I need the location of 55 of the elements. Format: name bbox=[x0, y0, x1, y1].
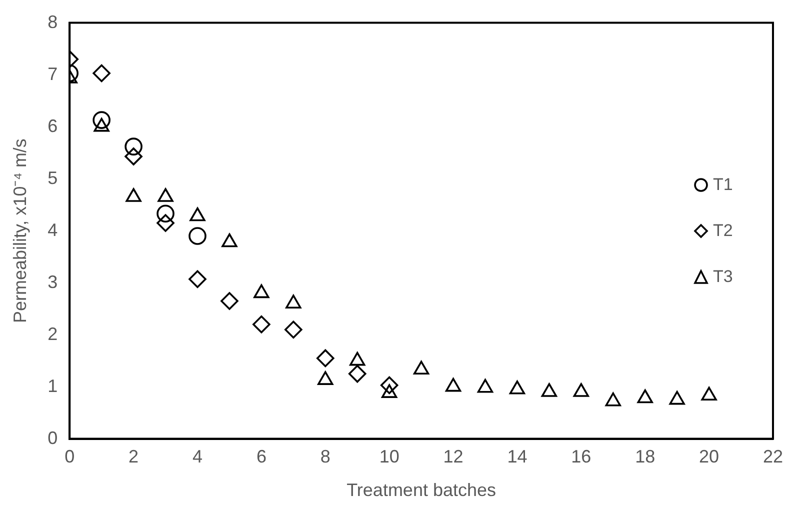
point bbox=[605, 392, 621, 406]
y-tick-label: 5 bbox=[48, 168, 58, 188]
x-tick-label: 4 bbox=[192, 446, 203, 467]
point bbox=[382, 384, 398, 398]
y-axis-title: Permeability, x10⁻⁴ m/s bbox=[10, 138, 30, 324]
x-tick-label: 20 bbox=[699, 446, 720, 467]
x-tick-label: 8 bbox=[320, 446, 330, 467]
point bbox=[573, 383, 589, 397]
x-tick-label: 12 bbox=[443, 446, 464, 467]
point bbox=[701, 386, 717, 401]
point bbox=[413, 360, 430, 375]
x-tick-label: 10 bbox=[379, 446, 400, 467]
point bbox=[188, 270, 206, 288]
point bbox=[92, 111, 110, 129]
point bbox=[286, 294, 302, 308]
legend-label: T2 bbox=[712, 220, 733, 241]
x-tick-label: 2 bbox=[128, 446, 139, 467]
point bbox=[222, 233, 238, 248]
x-tick-label: 0 bbox=[64, 446, 75, 467]
legend-label: T3 bbox=[712, 266, 733, 287]
legend-label: T1 bbox=[712, 174, 733, 195]
point bbox=[445, 378, 462, 392]
point bbox=[188, 227, 206, 245]
point bbox=[92, 64, 110, 82]
point bbox=[637, 389, 653, 404]
x-tick-label: 14 bbox=[507, 446, 528, 467]
point bbox=[541, 383, 558, 397]
y-tick-label: 8 bbox=[48, 12, 58, 32]
point bbox=[477, 378, 494, 393]
point bbox=[158, 188, 174, 202]
point bbox=[284, 320, 302, 338]
y-tick-label: 3 bbox=[48, 272, 58, 292]
x-tick-label: 22 bbox=[762, 446, 784, 467]
point bbox=[190, 207, 206, 222]
point bbox=[156, 214, 174, 232]
point bbox=[254, 284, 270, 298]
point bbox=[318, 371, 334, 385]
x-tick-label: 6 bbox=[256, 446, 266, 467]
y-tick-label: 6 bbox=[48, 116, 58, 136]
y-tick-label: 0 bbox=[48, 428, 58, 448]
point bbox=[220, 292, 238, 310]
point bbox=[124, 138, 142, 156]
x-axis-title: Treatment batches bbox=[346, 480, 496, 500]
point bbox=[126, 188, 142, 202]
y-tick-label: 7 bbox=[48, 64, 58, 84]
y-tick-label: 2 bbox=[48, 324, 58, 344]
point bbox=[509, 380, 526, 394]
point bbox=[350, 352, 366, 366]
point bbox=[124, 148, 142, 166]
x-tick-label: 18 bbox=[635, 446, 656, 467]
x-tick-label: 16 bbox=[571, 446, 592, 467]
y-tick-label: 4 bbox=[48, 220, 58, 240]
y-tick-label: 1 bbox=[48, 376, 58, 396]
point bbox=[669, 390, 685, 405]
point bbox=[156, 204, 174, 223]
